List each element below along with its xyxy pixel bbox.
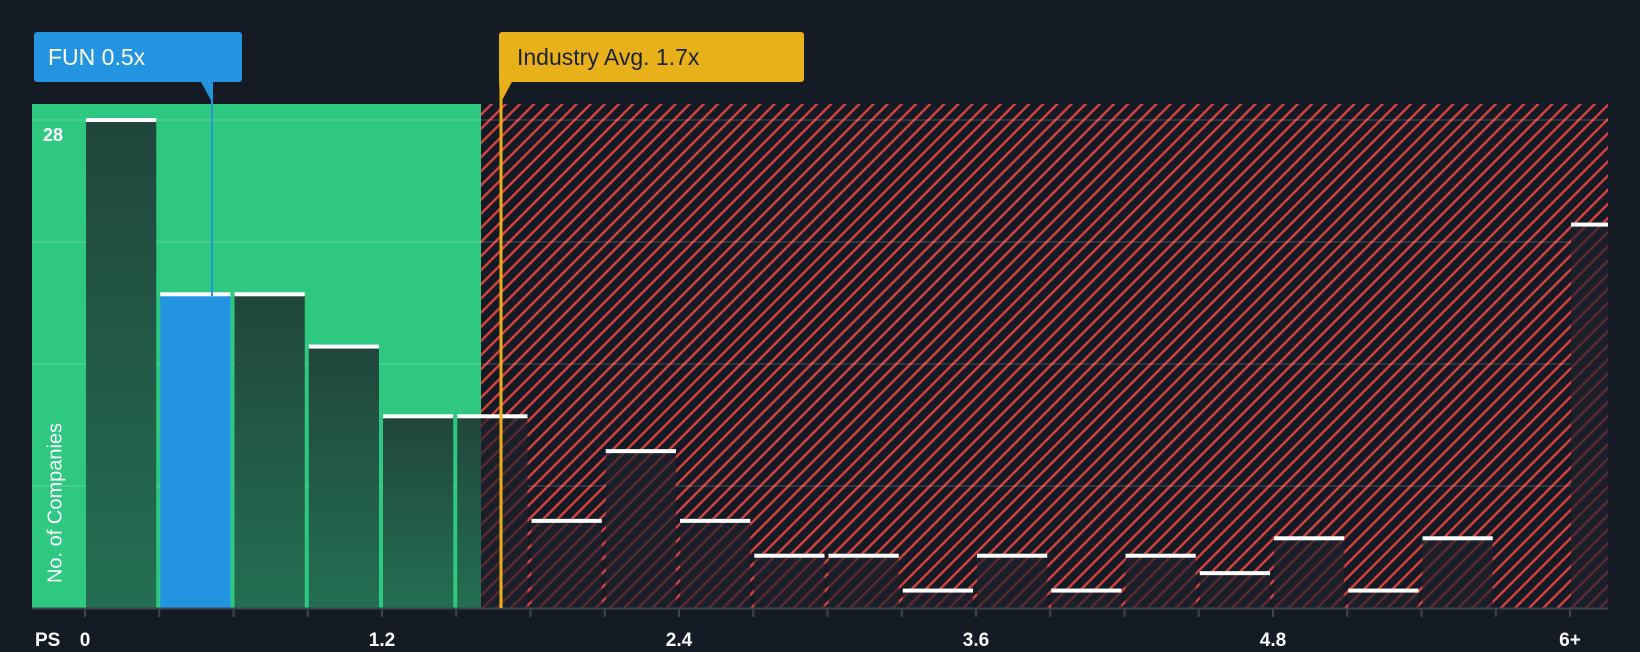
y-max-label: 28 bbox=[43, 125, 64, 145]
company-callout: FUN 0.5x bbox=[34, 32, 242, 82]
bar-cap bbox=[1199, 571, 1270, 576]
histogram-bar bbox=[605, 449, 676, 608]
x-tick-label: 3.6 bbox=[962, 630, 990, 651]
histogram-bar bbox=[977, 553, 1048, 608]
bar-cap bbox=[531, 518, 602, 523]
histogram-bar bbox=[531, 518, 602, 608]
bar-cap bbox=[605, 449, 676, 454]
bars bbox=[86, 118, 1608, 609]
x-tick-label: 1.2 bbox=[368, 630, 396, 651]
histogram-bar bbox=[902, 588, 973, 608]
histogram-bar bbox=[1125, 553, 1196, 608]
bar-cap bbox=[1125, 553, 1196, 558]
industry-pointer bbox=[499, 80, 513, 104]
histogram-bar bbox=[1274, 536, 1345, 608]
bar-cap bbox=[308, 344, 379, 349]
bar-cap bbox=[828, 553, 899, 558]
bar-cap bbox=[1571, 222, 1608, 227]
histogram-bar bbox=[308, 344, 379, 608]
x-tick-label: 4.8 bbox=[1259, 630, 1287, 651]
histogram-bar bbox=[1051, 588, 1122, 608]
x-axis-ticks bbox=[84, 609, 1571, 617]
bar-cap bbox=[160, 292, 231, 297]
histogram-bar bbox=[680, 518, 751, 608]
x-tick-label: 0 bbox=[79, 630, 91, 651]
bar-cap bbox=[680, 518, 751, 523]
x-axis-title: PS bbox=[35, 630, 61, 651]
bar-cap bbox=[1274, 536, 1345, 541]
bar-cap bbox=[977, 553, 1048, 558]
industry-avg-callout: Industry Avg. 1.7x bbox=[499, 32, 804, 82]
highlight-bar bbox=[160, 292, 231, 608]
x-tick-label: 2.4 bbox=[665, 630, 693, 651]
bar-cap bbox=[457, 414, 528, 419]
bar-cap bbox=[383, 414, 454, 419]
histogram-bar bbox=[1422, 536, 1493, 608]
bar-cap bbox=[1348, 588, 1419, 593]
bar-cap bbox=[234, 292, 305, 297]
bar-cap bbox=[1051, 588, 1122, 593]
bar-cap bbox=[1422, 536, 1493, 541]
x-tick-label: 6+ bbox=[1559, 630, 1581, 651]
histogram-bar bbox=[234, 292, 305, 608]
bar-cap bbox=[902, 588, 973, 593]
histogram-bar bbox=[86, 118, 157, 608]
histogram-bar bbox=[383, 414, 454, 608]
histogram-bar bbox=[1199, 571, 1270, 608]
bar-cap bbox=[754, 553, 825, 558]
histogram-bar bbox=[1348, 588, 1419, 608]
histogram-bar bbox=[1571, 222, 1608, 609]
y-axis-title: No. of Companies bbox=[44, 422, 67, 584]
histogram-bar bbox=[828, 553, 899, 608]
bar-cap bbox=[86, 118, 157, 122]
company-pointer bbox=[200, 80, 213, 104]
histogram-bar bbox=[754, 553, 825, 608]
histogram-bar bbox=[457, 414, 528, 608]
